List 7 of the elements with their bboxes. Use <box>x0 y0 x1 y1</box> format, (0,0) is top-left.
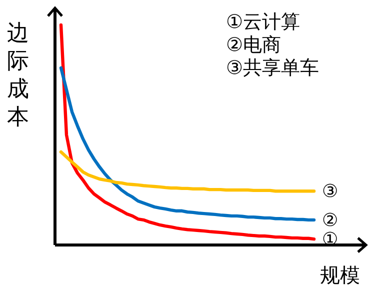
series-label: ③ <box>322 181 338 202</box>
annotation: ③共享单车 <box>226 57 320 79</box>
annotation: ②电商 <box>226 34 282 56</box>
annotation: ①云计算 <box>226 11 300 33</box>
series-label: ② <box>322 210 338 231</box>
x-axis-title: 规模 <box>320 263 360 287</box>
y-axis-title: 边际成本 <box>7 21 29 130</box>
